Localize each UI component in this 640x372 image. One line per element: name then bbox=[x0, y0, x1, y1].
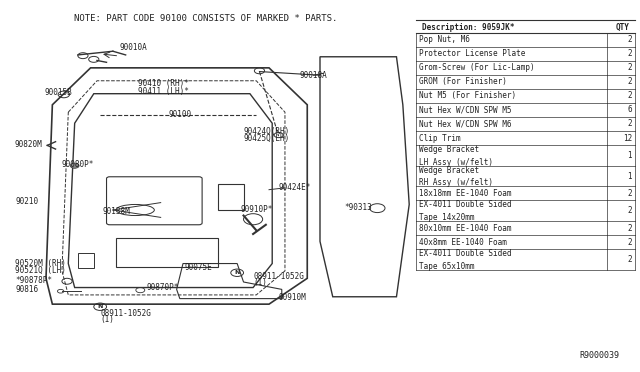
Text: *90313: *90313 bbox=[344, 202, 372, 212]
Text: EX-4011 Double Sided: EX-4011 Double Sided bbox=[419, 249, 511, 258]
Text: 90138M: 90138M bbox=[102, 206, 130, 216]
Text: 2: 2 bbox=[628, 224, 632, 232]
Text: 90816: 90816 bbox=[15, 285, 38, 294]
Text: 90870P*: 90870P* bbox=[147, 283, 179, 292]
Text: 2: 2 bbox=[628, 119, 632, 128]
Text: 2: 2 bbox=[628, 63, 632, 72]
Text: Nut M5 (For Finisher): Nut M5 (For Finisher) bbox=[419, 92, 516, 100]
Text: N: N bbox=[234, 270, 240, 275]
Text: Pop Nut, M6: Pop Nut, M6 bbox=[419, 35, 470, 44]
Text: 90910M: 90910M bbox=[278, 293, 307, 302]
Text: 90010A: 90010A bbox=[119, 43, 147, 52]
Text: *90878P*: *90878P* bbox=[15, 276, 52, 285]
Text: 90410 (RH)*: 90410 (RH)* bbox=[138, 79, 189, 88]
Text: 2: 2 bbox=[628, 238, 632, 247]
Circle shape bbox=[70, 163, 79, 168]
Text: Wedge Bracket: Wedge Bracket bbox=[419, 145, 479, 154]
Text: 90018A: 90018A bbox=[300, 71, 327, 80]
Text: 1: 1 bbox=[628, 171, 632, 180]
Text: 90910P*: 90910P* bbox=[241, 205, 273, 215]
Text: 90520M (RH): 90520M (RH) bbox=[15, 259, 67, 268]
Text: 12: 12 bbox=[623, 134, 632, 142]
Text: 90210: 90210 bbox=[15, 197, 38, 206]
Text: 90424E*: 90424E* bbox=[278, 183, 311, 192]
Text: RH Assy (w/felt): RH Assy (w/felt) bbox=[419, 178, 493, 187]
Text: 2: 2 bbox=[628, 49, 632, 58]
Text: NOTE: PART CODE 90100 CONSISTS OF MARKED * PARTS.: NOTE: PART CODE 90100 CONSISTS OF MARKED… bbox=[74, 13, 337, 22]
Text: Protector License Plate: Protector License Plate bbox=[419, 49, 525, 58]
Text: Tape 65x10mm: Tape 65x10mm bbox=[419, 262, 474, 270]
Text: 90521Q (LH): 90521Q (LH) bbox=[15, 266, 67, 275]
Text: 90425Q(LH): 90425Q(LH) bbox=[244, 134, 290, 143]
Text: 08911-1052G: 08911-1052G bbox=[253, 272, 304, 281]
Text: 90100: 90100 bbox=[168, 110, 191, 119]
Text: 2: 2 bbox=[628, 189, 632, 198]
Text: (1): (1) bbox=[253, 278, 267, 287]
Text: Nut Hex W/CDN SPW M5: Nut Hex W/CDN SPW M5 bbox=[419, 105, 511, 115]
Text: LH Assy (w/felt): LH Assy (w/felt) bbox=[419, 157, 493, 167]
Text: 2: 2 bbox=[628, 255, 632, 264]
Text: EX-4011 Double Sided: EX-4011 Double Sided bbox=[419, 201, 511, 209]
Text: 2: 2 bbox=[628, 35, 632, 44]
Text: 80x10mm EE-1040 Foam: 80x10mm EE-1040 Foam bbox=[419, 224, 511, 232]
Text: 90075E: 90075E bbox=[185, 263, 212, 272]
Text: GROM (For Finisher): GROM (For Finisher) bbox=[419, 77, 507, 86]
Text: 90015B: 90015B bbox=[45, 88, 72, 97]
Text: 90424Q(RH): 90424Q(RH) bbox=[244, 127, 290, 136]
Text: Wedge Bracket: Wedge Bracket bbox=[419, 166, 479, 174]
Text: Nut Hex W/CDN SPW M6: Nut Hex W/CDN SPW M6 bbox=[419, 119, 511, 128]
Text: 08911-1052G: 08911-1052G bbox=[100, 309, 151, 318]
Text: 2: 2 bbox=[628, 77, 632, 86]
Text: 6: 6 bbox=[628, 105, 632, 115]
Text: Clip Trim: Clip Trim bbox=[419, 134, 460, 142]
Text: 2: 2 bbox=[628, 206, 632, 215]
Text: Description: 9059JK*: Description: 9059JK* bbox=[422, 23, 515, 32]
Text: QTY: QTY bbox=[615, 23, 629, 32]
Text: 90820M: 90820M bbox=[14, 140, 42, 149]
Text: Tape 14x20mm: Tape 14x20mm bbox=[419, 213, 474, 222]
Text: 40x8mm EE-1040 Foam: 40x8mm EE-1040 Foam bbox=[419, 238, 507, 247]
Text: 18x18mm EE-1040 Foam: 18x18mm EE-1040 Foam bbox=[419, 189, 511, 198]
Text: 90080P*: 90080P* bbox=[62, 160, 94, 169]
Text: 2: 2 bbox=[628, 92, 632, 100]
Text: (1): (1) bbox=[100, 315, 114, 324]
Text: 1: 1 bbox=[628, 151, 632, 160]
Text: R9000039: R9000039 bbox=[579, 351, 620, 360]
Text: N: N bbox=[97, 304, 103, 309]
Text: 90411 (LH)*: 90411 (LH)* bbox=[138, 87, 189, 96]
Text: Grom-Screw (For Lic-Lamp): Grom-Screw (For Lic-Lamp) bbox=[419, 63, 534, 72]
